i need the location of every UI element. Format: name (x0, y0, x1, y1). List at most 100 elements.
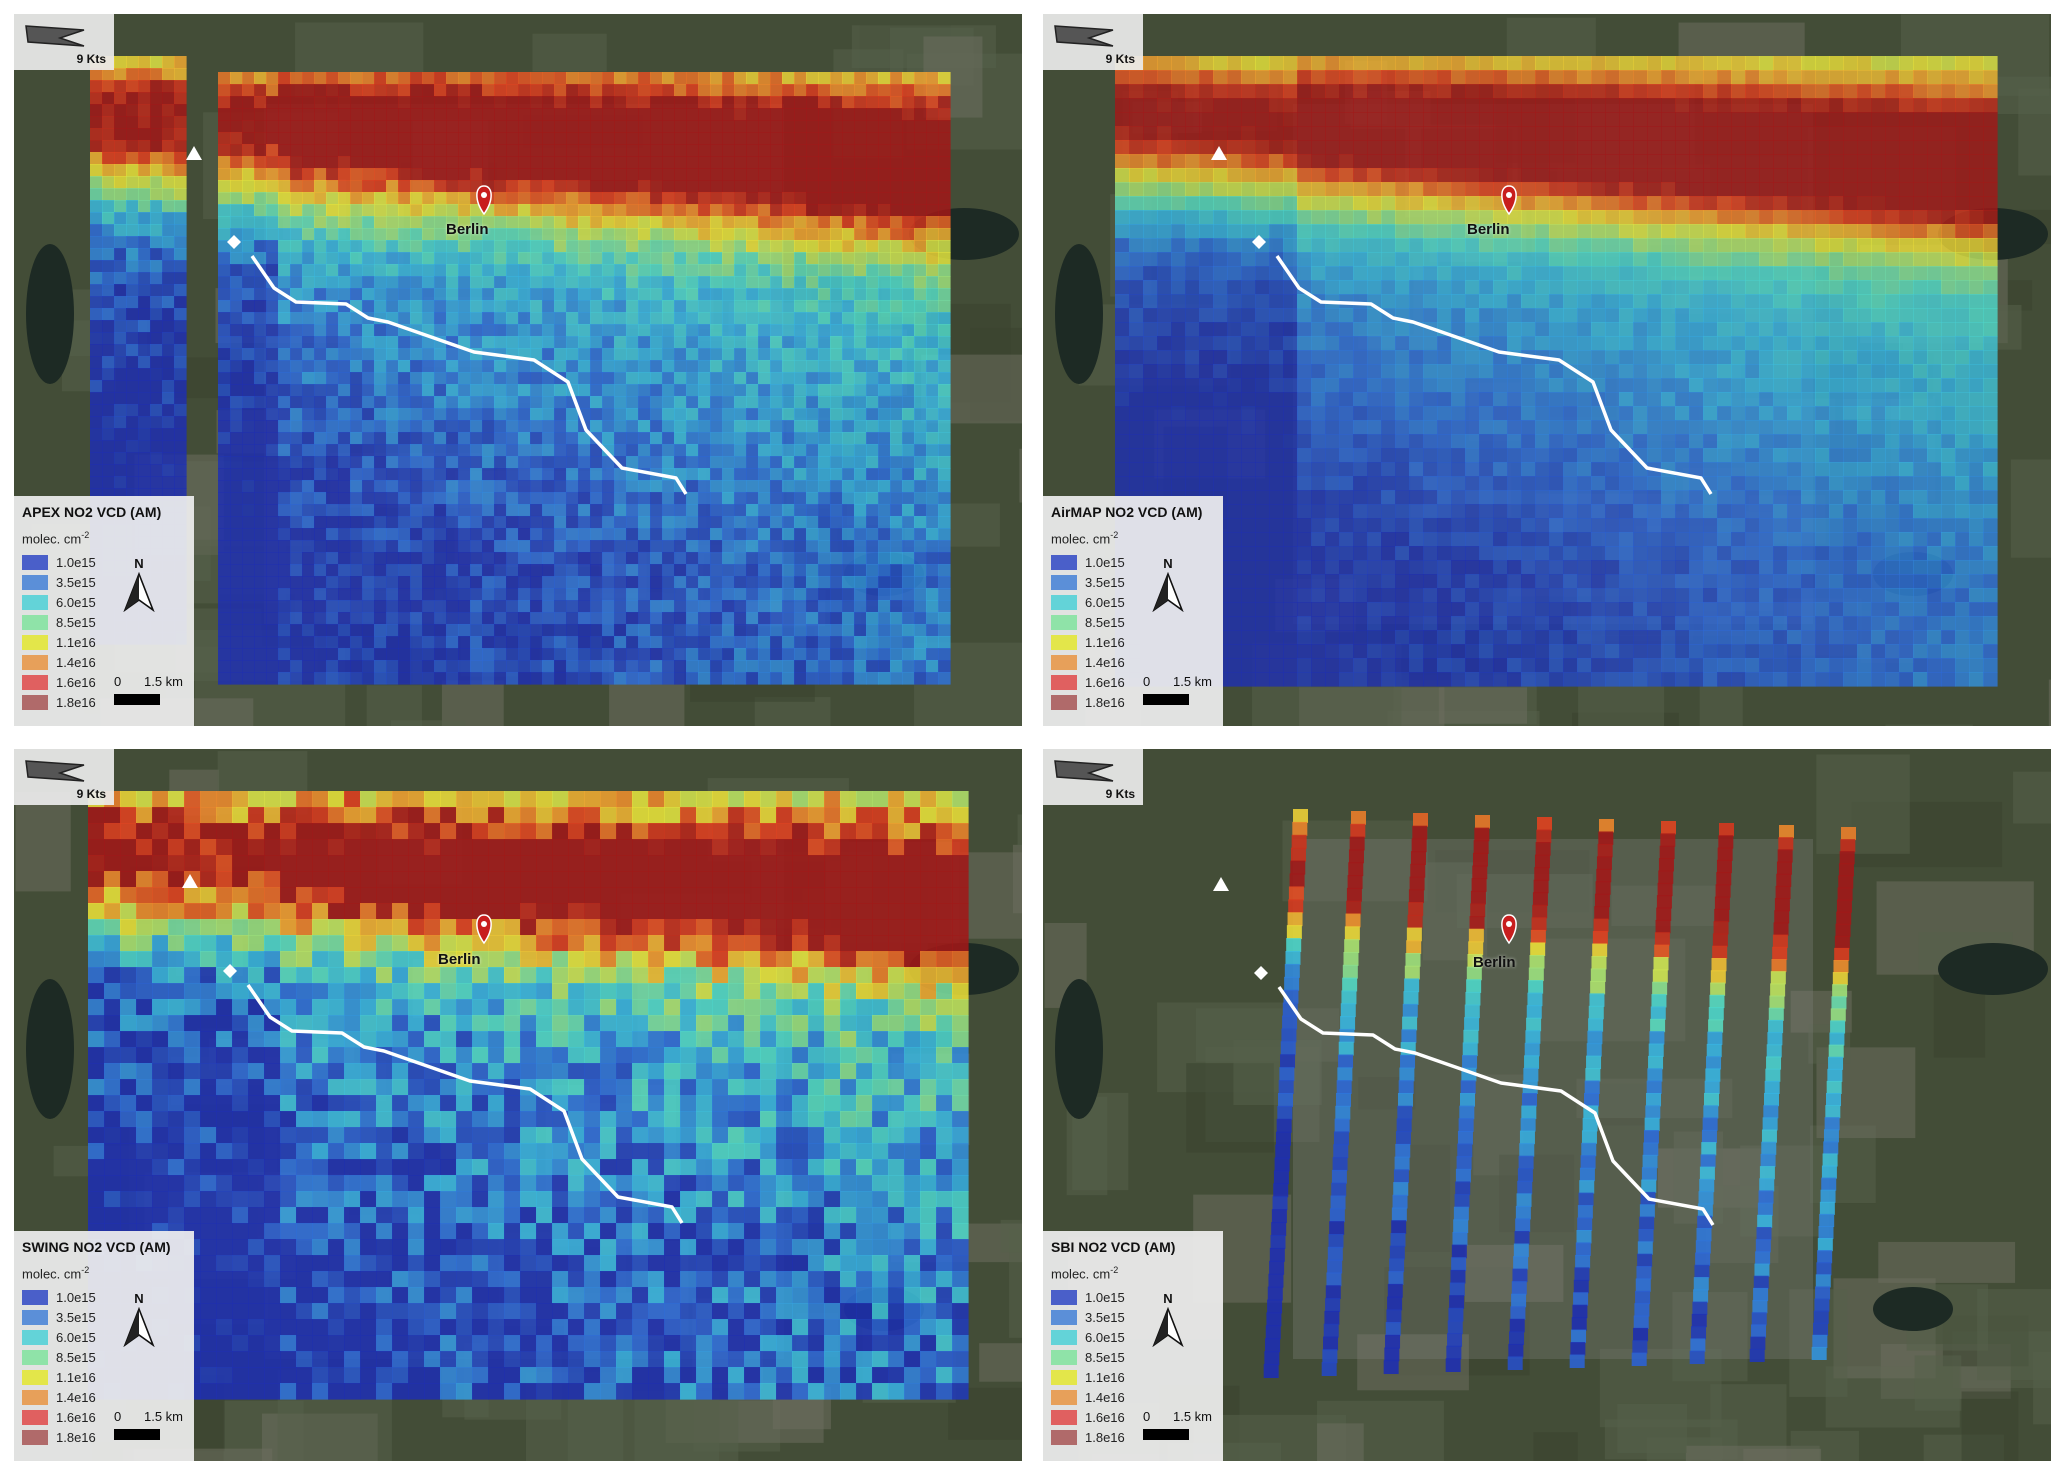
apex-no2-cell (458, 480, 471, 493)
apex-no2-cell (806, 648, 819, 661)
airmap-no2-cell (1857, 224, 1872, 239)
apex-no2-cell (590, 132, 603, 145)
apex-no2-cell (866, 444, 879, 457)
apex-no2-cell (278, 204, 291, 217)
apex-no2-cell (278, 420, 291, 433)
airmap-no2-cell (1745, 252, 1760, 267)
apex-no2-cell (302, 516, 315, 529)
apex-no2-cell (734, 168, 747, 181)
airmap-no2-cell (1199, 308, 1214, 323)
airmap-no2-cell (1437, 308, 1452, 323)
airmap-no2-cell (1185, 140, 1200, 155)
apex-no2-cell (278, 228, 291, 241)
apex-no2-cell (758, 408, 771, 421)
apex-no2-cell (638, 540, 651, 553)
airmap-no2-cell (1367, 70, 1382, 85)
apex-no2-cell (482, 288, 495, 301)
apex-no2-cell (302, 240, 315, 253)
airmap-no2-cell (1535, 98, 1550, 113)
apex-no2-cell (602, 240, 615, 253)
apex-no2-cell (710, 624, 723, 637)
apex-no2-cell (818, 156, 831, 169)
apex-no2-cell (506, 480, 519, 493)
apex-no2-cell (770, 264, 783, 277)
apex-no2-cell (566, 144, 579, 157)
airmap-no2-cell (1843, 140, 1858, 155)
apex-no2-cell (590, 156, 603, 169)
apex-no2-cell (162, 476, 175, 489)
apex-no2-cell (302, 540, 315, 553)
apex-no2-cell (806, 132, 819, 145)
apex-no2-cell (794, 576, 807, 589)
airmap-no2-cell (1241, 112, 1256, 127)
airmap-no2-cell (1815, 56, 1830, 71)
apex-no2-cell (674, 576, 687, 589)
apex-no2-cell (350, 480, 363, 493)
apex-no2-cell (626, 180, 639, 193)
apex-no2-cell (782, 324, 795, 337)
apex-no2-cell (254, 672, 267, 685)
apex-no2-cell (530, 444, 543, 457)
apex-no2-cell (518, 228, 531, 241)
apex-no2-cell (626, 528, 639, 541)
airmap-no2-cell (1171, 266, 1186, 281)
airmap-no2-cell (1955, 182, 1970, 197)
apex-no2-cell (842, 564, 855, 577)
airmap-no2-cell (1591, 294, 1606, 309)
apex-no2-cell (722, 528, 735, 541)
airmap-no2-cell (1815, 98, 1830, 113)
apex-no2-cell (362, 84, 375, 97)
apex-no2-cell (794, 72, 807, 85)
apex-no2-cell (530, 84, 543, 97)
apex-no2-cell (686, 288, 699, 301)
airmap-no2-cell (1773, 210, 1788, 225)
apex-no2-cell (482, 468, 495, 481)
apex-no2-cell (410, 648, 423, 661)
apex-no2-cell (114, 56, 127, 69)
airmap-no2-cell (1829, 224, 1844, 239)
apex-no2-cell (806, 120, 819, 133)
apex-no2-cell (902, 336, 915, 349)
apex-no2-cell (614, 108, 627, 121)
airmap-no2-cell (1521, 336, 1536, 351)
apex-no2-cell (138, 188, 151, 201)
airmap-no2-cell (1353, 168, 1368, 183)
apex-no2-cell (686, 588, 699, 601)
apex-no2-cell (518, 204, 531, 217)
airmap-no2-cell (1857, 238, 1872, 253)
city-label-berlin: Berlin (446, 221, 489, 238)
airmap-no2-cell (1675, 154, 1690, 169)
apex-no2-cell (674, 228, 687, 241)
apex-no2-cell (242, 600, 255, 613)
apex-no2-cell (650, 132, 663, 145)
airmap-no2-cell (1465, 196, 1480, 211)
apex-no2-cell (314, 180, 327, 193)
apex-no2-cell (230, 96, 243, 109)
apex-no2-cell (602, 84, 615, 97)
apex-no2-cell (770, 600, 783, 613)
apex-no2-cell (518, 672, 531, 685)
apex-no2-cell (650, 276, 663, 289)
apex-no2-cell (150, 332, 163, 345)
apex-no2-cell (254, 216, 267, 229)
apex-no2-cell (722, 144, 735, 157)
apex-no2-cell (242, 156, 255, 169)
airmap-no2-cell (1969, 224, 1984, 239)
airmap-no2-cell (1605, 154, 1620, 169)
apex-no2-cell (374, 612, 387, 625)
airmap-no2-cell (1899, 98, 1914, 113)
apex-no2-cell (254, 240, 267, 253)
apex-no2-cell (494, 228, 507, 241)
apex-no2-cell (290, 660, 303, 673)
airmap-no2-cell (1535, 196, 1550, 211)
apex-no2-cell (830, 372, 843, 385)
apex-no2-cell (830, 612, 843, 625)
apex-no2-cell (554, 276, 567, 289)
apex-no2-cell (446, 624, 459, 637)
apex-no2-cell (578, 180, 591, 193)
apex-no2-cell (266, 456, 279, 469)
apex-no2-cell (350, 504, 363, 517)
apex-no2-cell (722, 468, 735, 481)
airmap-no2-cell (1787, 70, 1802, 85)
apex-no2-cell (386, 324, 399, 337)
